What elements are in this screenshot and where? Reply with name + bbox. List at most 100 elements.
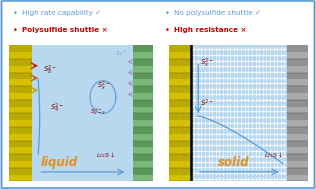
Bar [169,73,191,79]
Bar [133,134,153,141]
Bar [133,107,153,113]
Text: $S_{x-2}^{2-}$: $S_{x-2}^{2-}$ [90,106,106,117]
Bar [9,86,33,93]
Bar [9,161,33,168]
Bar [133,52,153,59]
Bar [133,93,153,100]
Bar [169,120,191,127]
Text: $Li^+$: $Li^+$ [116,49,128,58]
Bar [133,147,153,154]
Text: No polysulfide shuttle ✓: No polysulfide shuttle ✓ [174,10,261,16]
Text: Polysulfide shuttle ×: Polysulfide shuttle × [22,27,108,33]
Bar [9,127,33,134]
Bar [9,100,33,107]
Text: •: • [164,9,169,18]
Bar [133,127,153,134]
Bar [9,113,33,120]
Bar [133,73,153,79]
Bar [9,134,33,141]
Bar [287,73,308,79]
Bar [169,79,191,86]
Bar [287,59,308,66]
Bar [287,93,308,100]
Bar [133,161,153,168]
Bar [133,175,153,181]
Bar [191,45,287,181]
Bar [287,113,308,120]
Bar [287,86,308,93]
Bar [133,100,153,107]
Bar [287,79,308,86]
Bar [9,141,33,147]
Bar [9,52,33,59]
Text: $S_8^{2-}$: $S_8^{2-}$ [43,64,57,77]
Bar [9,79,33,86]
Text: solid: solid [218,156,249,170]
Bar [169,107,191,113]
Text: liquid: liquid [41,156,78,170]
Bar [169,134,191,141]
Bar [9,168,33,175]
Bar [9,175,33,181]
Bar [133,59,153,66]
Bar [169,113,191,120]
Bar [287,66,308,73]
Bar [287,127,308,134]
Bar [287,45,308,52]
Bar [133,86,153,93]
Bar [169,86,191,93]
FancyBboxPatch shape [2,1,314,188]
Bar [9,45,33,52]
Bar [169,59,191,66]
Text: $Li_2S\downarrow$: $Li_2S\downarrow$ [264,150,283,160]
Bar [169,161,191,168]
Text: $S^{2-}$: $S^{2-}$ [200,98,214,109]
Bar [169,175,191,181]
Bar [169,127,191,134]
Text: •: • [13,26,17,35]
Bar [287,107,308,113]
Bar [287,52,308,59]
Bar [9,93,33,100]
Bar [287,120,308,127]
Bar [9,59,33,66]
Bar [287,141,308,147]
Text: $S_x^{2-}$: $S_x^{2-}$ [97,80,111,93]
Bar [169,45,191,52]
Text: High resistance ×: High resistance × [174,27,246,33]
Bar [287,161,308,168]
Bar [287,134,308,141]
Bar [133,113,153,120]
Bar [9,107,33,113]
Text: $S_4^{2-}$: $S_4^{2-}$ [50,102,64,115]
Bar [133,66,153,73]
Bar [9,73,33,79]
Bar [133,79,153,86]
Bar [287,154,308,161]
Bar [169,154,191,161]
Bar [287,168,308,175]
Bar [169,141,191,147]
Text: $S_x^{2-}$: $S_x^{2-}$ [200,57,214,70]
Text: High rate capability ✓: High rate capability ✓ [22,10,101,16]
Text: •: • [13,9,17,18]
Bar [169,52,191,59]
Bar [9,154,33,161]
Text: $Li_2S\downarrow$: $Li_2S\downarrow$ [96,150,115,160]
Bar [9,147,33,154]
Bar [133,141,153,147]
Bar [169,147,191,154]
Bar [133,154,153,161]
Bar [169,168,191,175]
Bar [169,66,191,73]
Bar [133,120,153,127]
Bar [133,168,153,175]
Bar [33,45,133,181]
Text: •: • [164,26,169,35]
Bar [9,66,33,73]
Bar [9,120,33,127]
Bar [287,147,308,154]
Bar [169,100,191,107]
Bar [287,100,308,107]
Bar [133,45,153,52]
